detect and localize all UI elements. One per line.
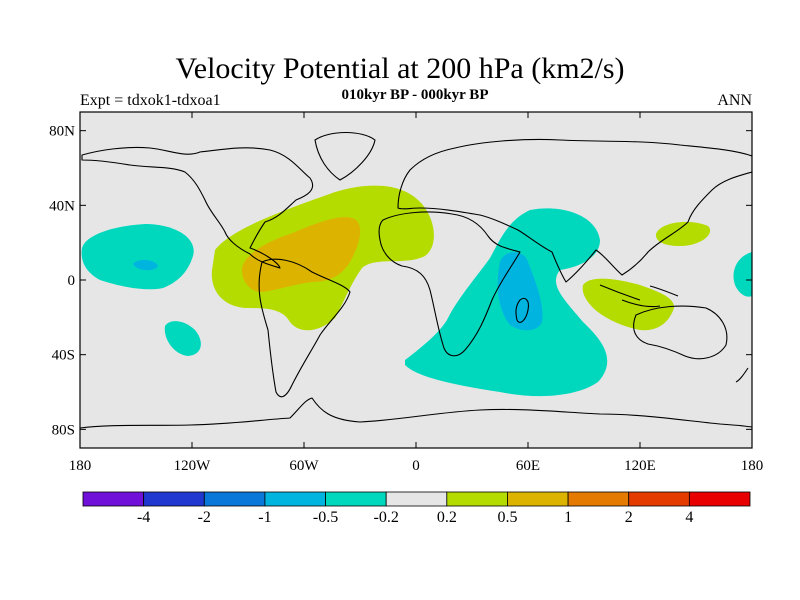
lon-tick-label: 60W	[289, 458, 319, 474]
chart-title: Velocity Potential at 200 hPa (km2/s)	[175, 52, 625, 85]
atlantic-max-region	[241, 217, 361, 292]
colorbar-label: 1	[564, 509, 572, 526]
madagascar-coast	[515, 297, 529, 323]
colorbar-swatch	[385, 491, 448, 507]
colorbar: -4 -2 -1 -0.5 -0.2 0.2 0.5 1 2 4	[82, 491, 751, 526]
australia-coast	[633, 305, 728, 360]
africa-coast	[378, 211, 521, 357]
south-america-coast	[258, 258, 351, 398]
east-pacific-edge-region	[733, 252, 752, 297]
map-background	[80, 112, 752, 448]
maritime-continent-positive-region	[582, 278, 675, 331]
pacific-negative-region	[81, 224, 194, 290]
lat-tick-label: 80N	[49, 124, 75, 140]
lon-tick-label: 0	[412, 458, 420, 474]
south-pacific-negative-region	[164, 321, 201, 356]
maritime-continent-coast	[599, 284, 679, 308]
colorbar-swatch	[688, 491, 751, 507]
colorbar-label: 0.5	[497, 509, 517, 526]
colorbar-swatch	[628, 491, 690, 507]
coastlines	[80, 132, 752, 429]
lat-tick-label: 0	[68, 273, 76, 289]
eurasia-coast	[397, 138, 752, 283]
colorbar-swatch	[446, 491, 508, 507]
north-pacific-positive-region	[655, 221, 711, 246]
colorbar-swatch	[82, 491, 145, 507]
lon-tick-label: 120W	[174, 458, 212, 474]
greenland-coast	[314, 132, 376, 181]
colorbar-label: -4	[137, 509, 150, 526]
colorbar-swatch	[203, 491, 266, 507]
lon-tick-label: 180	[741, 458, 764, 474]
lon-tick-label: 120E	[624, 458, 656, 474]
colorbar-label: -0.5	[313, 509, 338, 526]
colorbar-label: 4	[685, 509, 693, 526]
experiment-label: Expt = tdxok1-tdxoa1	[80, 92, 221, 109]
lon-tick-label: 180	[69, 458, 92, 474]
map-plot: 80N 40N 0 40S 80S 180 120W 60W 0 60E 120E 180	[49, 111, 763, 474]
lat-tick-label: 40N	[49, 198, 75, 214]
axis-layer: 80N 40N 0 40S 80S 180 120W 60W 0 60E 120E 180	[49, 112, 763, 474]
colorbar-swatch	[567, 491, 630, 507]
season-label: ANN	[717, 92, 752, 109]
antarctica-coast	[80, 397, 752, 429]
colorbar-swatch	[507, 491, 569, 507]
colorbar-label: -0.2	[374, 509, 399, 526]
lon-tick-label: 60E	[516, 458, 540, 474]
colorbar-label: -1	[258, 509, 271, 526]
colorbar-label: -2	[198, 509, 211, 526]
colorbar-swatch	[264, 491, 326, 507]
colorbar-label: 0.2	[437, 509, 457, 526]
new-zealand-coast	[735, 350, 752, 383]
lat-tick-label: 40S	[52, 348, 75, 364]
north-america-coast	[81, 146, 314, 269]
chart-subtitle: 010kyr BP - 000kyr BP	[341, 87, 489, 103]
colorbar-swatch	[143, 491, 205, 507]
pacific-core-region	[133, 260, 158, 271]
colorbar-label: 2	[625, 509, 633, 526]
lat-tick-label: 80S	[52, 422, 75, 438]
colorbar-swatch	[325, 491, 387, 507]
indian-ocean-core-region	[497, 252, 543, 331]
